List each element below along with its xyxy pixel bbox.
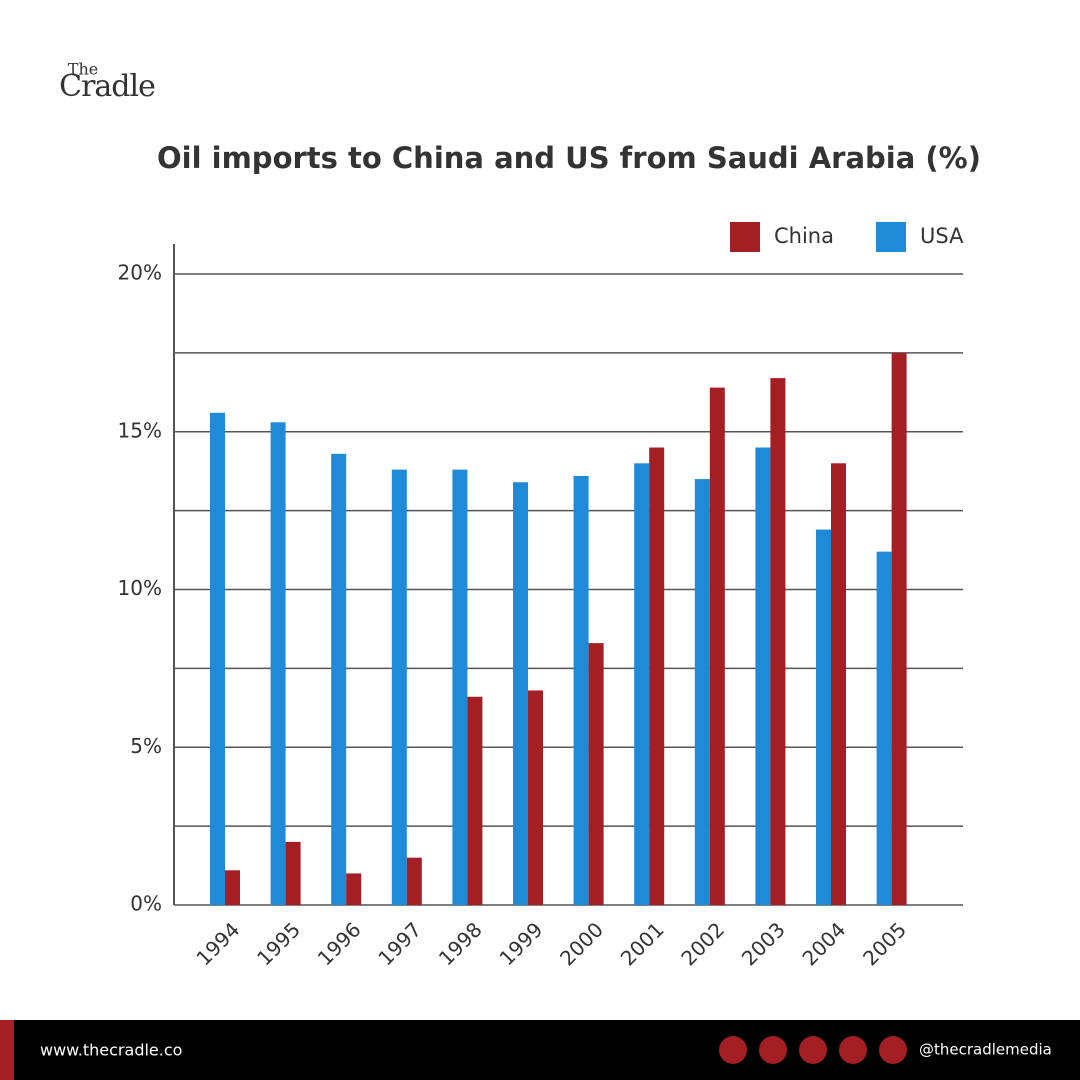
x-tick-label: 1998 [434, 917, 487, 970]
bar [588, 643, 604, 905]
x-tick-label: 2001 [616, 917, 669, 970]
footer-website[interactable]: www.thecradle.co [40, 1041, 182, 1060]
social-icons [719, 1036, 907, 1064]
x-tick-label: 1999 [494, 917, 547, 970]
logo-main: Cradle [59, 69, 155, 104]
bar [528, 690, 543, 905]
x-tick-label: 1994 [191, 917, 244, 970]
y-tick-label: 15% [118, 418, 162, 442]
legend-swatch [876, 222, 906, 252]
bar [831, 463, 846, 905]
bar [816, 529, 831, 905]
twitter-icon[interactable] [799, 1036, 827, 1064]
bar [391, 469, 407, 905]
footer-accent [0, 1020, 14, 1080]
x-tick-label: 2002 [676, 917, 729, 970]
y-tick-label: 0% [130, 892, 162, 916]
legend-label: China [774, 224, 834, 248]
bar [694, 479, 710, 905]
bar [634, 463, 650, 905]
bar [225, 870, 240, 905]
x-tick-label: 1995 [252, 917, 305, 970]
bar [891, 352, 907, 905]
bar [285, 841, 301, 905]
bar [709, 387, 725, 906]
y-tick-label: 20% [118, 261, 162, 285]
bar [270, 422, 286, 905]
telegram-icon[interactable] [839, 1036, 867, 1064]
bar [346, 873, 362, 905]
x-tick-label: 2003 [737, 917, 790, 970]
bar [513, 482, 528, 905]
bar [770, 378, 786, 905]
y-tick-label: 5% [130, 734, 162, 758]
legend-label: USA [920, 224, 964, 248]
logo-top: The [68, 60, 98, 79]
chart-title: Oil imports to China and US from Saudi A… [157, 141, 981, 175]
facebook-icon[interactable] [719, 1036, 747, 1064]
bar [331, 453, 347, 905]
x-tick-label: 1996 [313, 917, 366, 970]
instagram-icon[interactable] [759, 1036, 787, 1064]
bar [876, 551, 892, 905]
y-tick-label: 10% [118, 576, 162, 600]
x-tick-label: 2005 [858, 917, 911, 970]
legend-swatch [730, 222, 760, 252]
x-tick-label: 2000 [555, 917, 608, 970]
bar [406, 857, 422, 905]
bar [755, 447, 771, 905]
bar [573, 475, 589, 905]
patreon-icon[interactable] [879, 1036, 907, 1064]
bar [452, 469, 468, 905]
x-tick-label: 2004 [797, 917, 850, 970]
footer-handle[interactable]: @thecradlemedia [919, 1041, 1052, 1059]
bar [467, 696, 483, 905]
x-tick-label: 1997 [373, 917, 426, 970]
bar [649, 447, 665, 905]
bar [210, 412, 225, 905]
